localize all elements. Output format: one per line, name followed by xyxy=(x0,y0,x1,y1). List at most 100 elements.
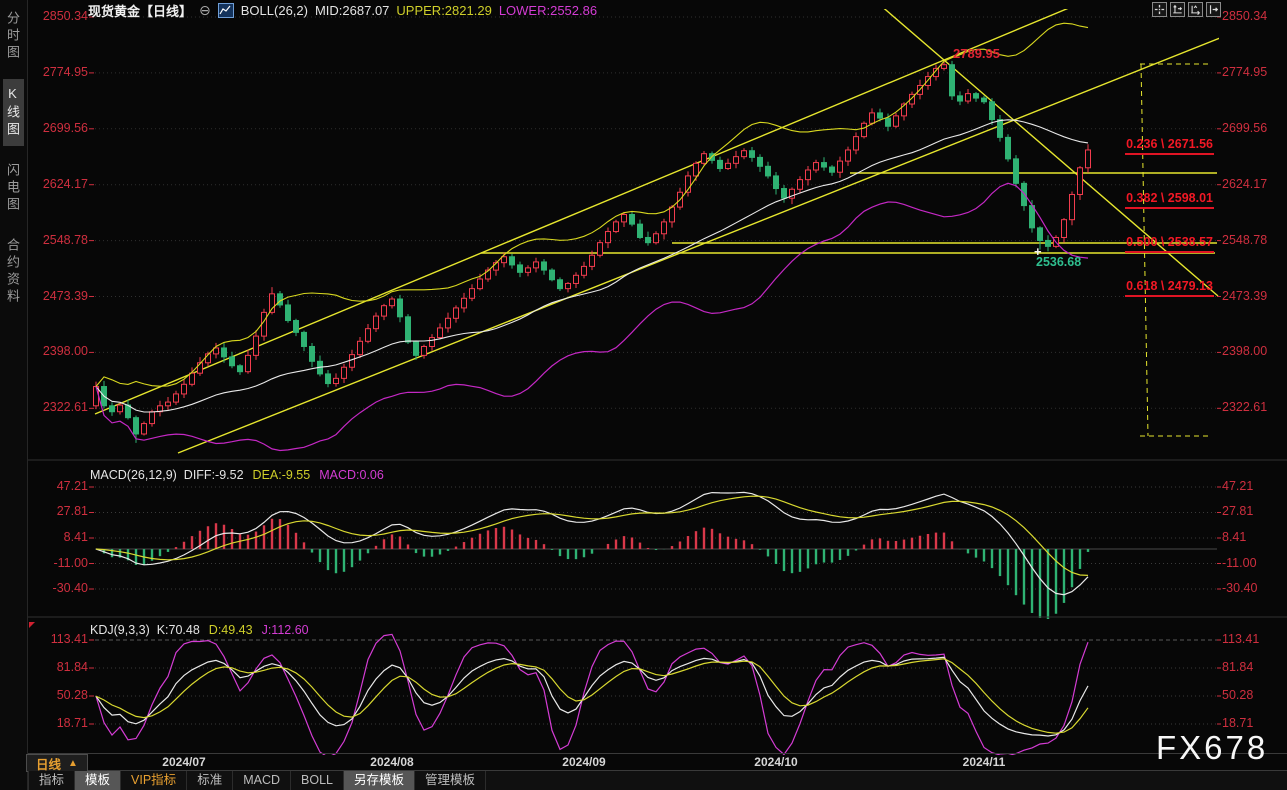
y-tick-label: 18.71 xyxy=(1222,715,1254,730)
fib-level-line xyxy=(1125,295,1214,298)
fib-level-line xyxy=(1125,152,1214,155)
toolbar-fit-horizontal-icon[interactable] xyxy=(1188,2,1203,17)
fib-level-label: 0.500 \ 2538.57 xyxy=(1126,235,1213,250)
y-tick-label: 8.41 xyxy=(63,529,88,544)
kdj-pane-marker-icon xyxy=(29,622,35,628)
x-axis-month-label: 2024/11 xyxy=(962,755,1006,769)
boll-indicator-label: BOLL(26,2) xyxy=(240,2,308,18)
period-selector-button[interactable]: 日线 ▲ xyxy=(26,754,88,772)
tab-standard[interactable]: 标准 xyxy=(187,771,234,790)
chart-header: 现货黄金【日线】 ⊖ BOLL(26,2) MID:2687.07 UPPER:… xyxy=(88,1,598,20)
y-tick-label: 2473.39 xyxy=(1222,288,1268,303)
tab-manage-template[interactable]: 管理模板 xyxy=(415,771,487,790)
chart-type-icon[interactable] xyxy=(217,2,234,18)
xaxis-separator xyxy=(28,753,1287,754)
x-axis-month-label: 2024/07 xyxy=(162,755,206,769)
y-tick-label: 2699.56 xyxy=(1222,120,1268,135)
kdj-name-and-k: KDJ(9,3,3) K:70.48 xyxy=(90,623,200,637)
boll-mid-value: MID:2687.07 xyxy=(314,2,390,18)
trough-price-label: 2536.68 xyxy=(1036,255,1082,269)
y-tick-label: 2548.78 xyxy=(42,232,88,247)
macd-name-and-diff: MACD(26,12,9) DIFF:-9.52 xyxy=(90,468,244,482)
y-tick-label: -11.00 xyxy=(1222,555,1257,570)
y-tick-label: 2624.17 xyxy=(42,176,88,191)
x-axis-month-label: 2024/08 xyxy=(370,755,414,769)
macd-hist-value: MACD:0.06 xyxy=(319,468,384,482)
y-tick-label: 2774.95 xyxy=(1222,64,1268,79)
kdj-pane xyxy=(95,633,1217,755)
fib-level-label: 0.382 \ 2598.01 xyxy=(1126,191,1213,206)
y-tick-label: 2699.56 xyxy=(42,120,88,135)
y-tick-label: 18.71 xyxy=(56,715,88,730)
y-tick-label: 2398.00 xyxy=(42,344,88,359)
y-tick-label: 2322.61 xyxy=(42,400,88,415)
y-tick-label: 2548.78 xyxy=(1222,232,1268,247)
kdj-pane-header: KDJ(9,3,3) K:70.48 D:49.43 J:112.60 xyxy=(90,623,309,638)
instrument-name: 现货黄金 xyxy=(88,3,141,19)
y-tick-label: 27.81 xyxy=(56,504,88,519)
tab-save-template[interactable]: 另存模板 xyxy=(343,771,415,790)
y-tick-label: 2850.34 xyxy=(1222,9,1268,23)
sidebar-item-intraday-chart[interactable]: 分时图 xyxy=(5,11,20,62)
y-tick-label: 2473.39 xyxy=(42,288,88,303)
y-tick-label: 2398.00 xyxy=(1222,344,1268,359)
kdj-j-value: J:112.60 xyxy=(261,623,309,637)
y-tick-label: 8.41 xyxy=(1222,529,1247,544)
y-tick-label: -30.40 xyxy=(52,581,88,595)
kdj-d-value: D:49.43 xyxy=(208,623,253,637)
y-tick-label: 50.28 xyxy=(56,687,88,702)
toolbar-move-crosshair-icon[interactable] xyxy=(1152,2,1167,17)
instrument-title: 现货黄金【日线】 xyxy=(88,1,192,20)
y-tick-label: 2774.95 xyxy=(42,64,88,79)
y-tick-label: 2624.17 xyxy=(1222,176,1268,191)
y-tick-label: 47.21 xyxy=(1222,479,1254,493)
tab-boll[interactable]: BOLL xyxy=(291,771,344,790)
chart-toolbar xyxy=(1152,2,1221,17)
macd-pane xyxy=(95,486,1217,619)
fib-level-label: 0.236 \ 2671.56 xyxy=(1126,136,1213,151)
y-tick-label: 2850.34 xyxy=(42,9,88,23)
period-selector-label: 日线 xyxy=(36,757,62,772)
toolbar-shift-right-icon[interactable] xyxy=(1206,2,1221,17)
boll-upper-value: UPPER:2821.29 xyxy=(396,2,492,18)
boll-lower-value: LOWER:2552.86 xyxy=(498,2,598,18)
chevron-up-icon: ▲ xyxy=(68,757,78,769)
y-tick-label: -30.40 xyxy=(1222,581,1258,595)
hline-drag-handle[interactable]: + xyxy=(1034,244,1042,259)
tabbar-separator xyxy=(28,770,1287,771)
sidebar-item-contract-info[interactable]: 合约资料 xyxy=(5,238,20,306)
collapse-pane-icon[interactable]: ⊖ xyxy=(199,1,211,18)
y-tick-label: 81.84 xyxy=(56,660,88,674)
sidebar-item-flash-chart[interactable]: 闪电图 xyxy=(5,163,20,214)
bottom-tab-bar: 指标 模板 VIP指标 标准 MACD BOLL 另存模板 管理模板 xyxy=(28,771,1287,790)
main-pane xyxy=(93,9,1219,454)
sidebar-item-kline-chart[interactable]: K线图 xyxy=(3,79,24,146)
y-tick-label: 113.41 xyxy=(1222,632,1260,646)
watermark: FX678 xyxy=(1156,729,1269,766)
fib-level-line xyxy=(1125,207,1214,210)
candles-layer xyxy=(93,60,1091,443)
toolbar-fit-vertical-icon[interactable] xyxy=(1170,2,1185,17)
y-tick-label: 50.28 xyxy=(1222,687,1254,702)
y-tick-label: 2322.61 xyxy=(1222,400,1268,415)
instrument-period: 【日线】 xyxy=(140,3,193,19)
left-sidebar: 分时图 K线图闪电图合约资料 xyxy=(0,0,28,790)
tab-templates[interactable]: 模板 xyxy=(75,771,122,790)
macd-dea-value: DEA:-9.55 xyxy=(252,468,311,482)
y-tick-label: 113.41 xyxy=(50,632,88,646)
fib-level-label: 0.618 \ 2479.13 xyxy=(1126,279,1213,294)
y-tick-label: 27.81 xyxy=(1222,504,1254,519)
macd-pane-header: MACD(26,12,9) DIFF:-9.52 DEA:-9.55 MACD:… xyxy=(90,468,384,483)
x-axis-month-label: 2024/09 xyxy=(562,755,606,769)
tab-indicators[interactable]: 指标 xyxy=(28,771,76,790)
tab-macd[interactable]: MACD xyxy=(233,771,292,790)
y-tick-label: 47.21 xyxy=(56,479,88,493)
tab-vip-indicators[interactable]: VIP指标 xyxy=(121,771,188,790)
y-tick-label: -11.00 xyxy=(53,555,88,570)
peak-price-label: 2789.95 xyxy=(953,46,1000,61)
x-axis-month-label: 2024/10 xyxy=(754,755,798,769)
y-tick-label: 81.84 xyxy=(1222,660,1254,674)
fib-level-line xyxy=(1125,251,1214,254)
